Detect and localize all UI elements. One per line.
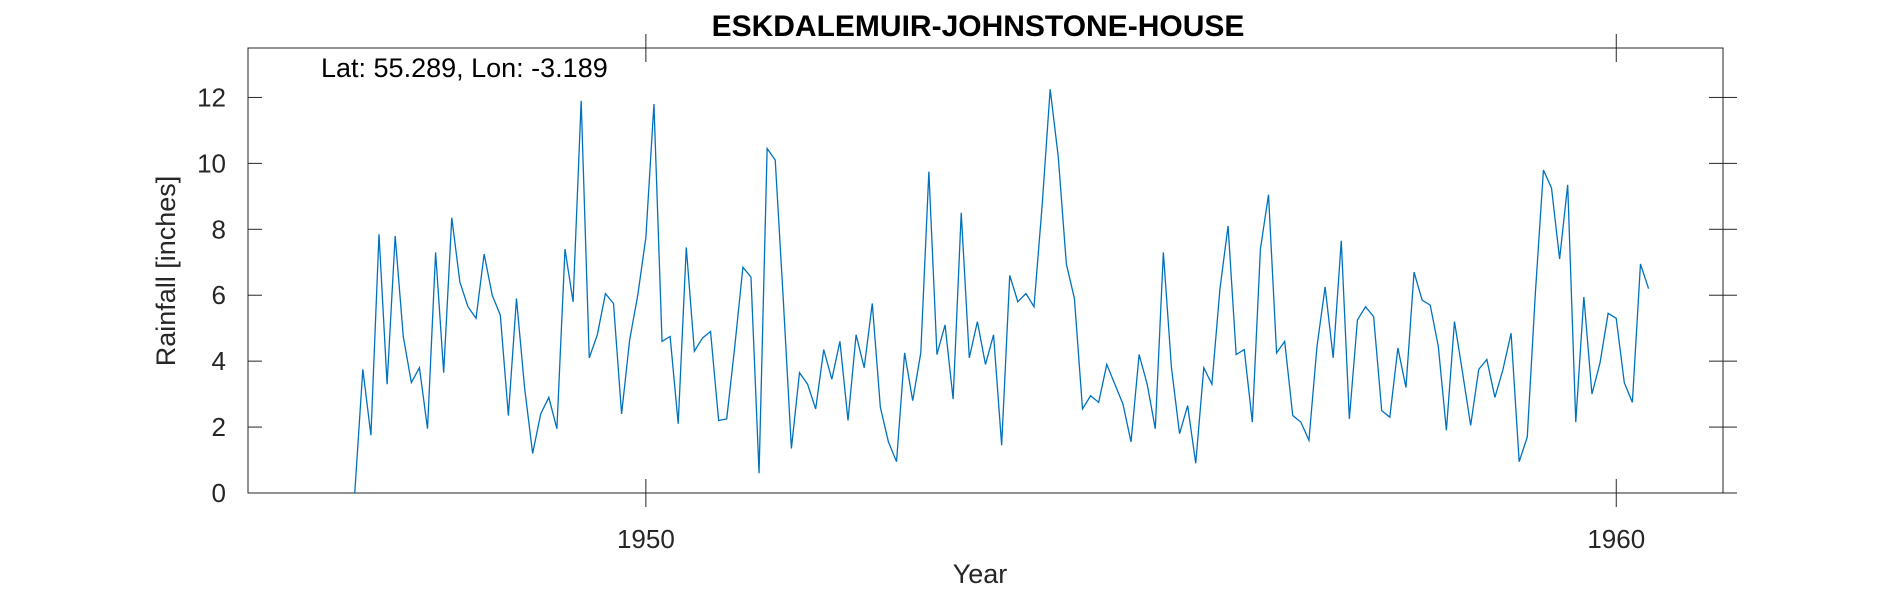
y-tick-label: 12 bbox=[197, 82, 226, 112]
y-tick-label: 4 bbox=[212, 346, 226, 376]
rainfall-series-line bbox=[354, 89, 1650, 494]
y-axis-title: Rainfall [inches] bbox=[151, 176, 181, 367]
y-tick-label: 6 bbox=[212, 280, 226, 310]
plot-area-frame bbox=[247, 47, 1724, 494]
x-axis-title: Year bbox=[953, 559, 1008, 589]
station-coordinates-annotation: Lat: 55.289, Lon: -3.189 bbox=[321, 53, 608, 83]
chart-title: ESKDALEMUIR-JOHNSTONE-HOUSE bbox=[712, 10, 1245, 43]
y-tick-label: 8 bbox=[212, 214, 226, 244]
x-tick-label: 1960 bbox=[1587, 524, 1645, 554]
axis-tick-labels: 0 2 4 6 8 10 12 1950 1960 bbox=[197, 82, 1645, 554]
y-tick-label: 0 bbox=[212, 478, 226, 508]
y-tick-label: 2 bbox=[212, 412, 226, 442]
y-tick-label: 10 bbox=[197, 148, 226, 178]
x-tick-label: 1950 bbox=[617, 524, 675, 554]
axis-ticks bbox=[248, 34, 1737, 507]
